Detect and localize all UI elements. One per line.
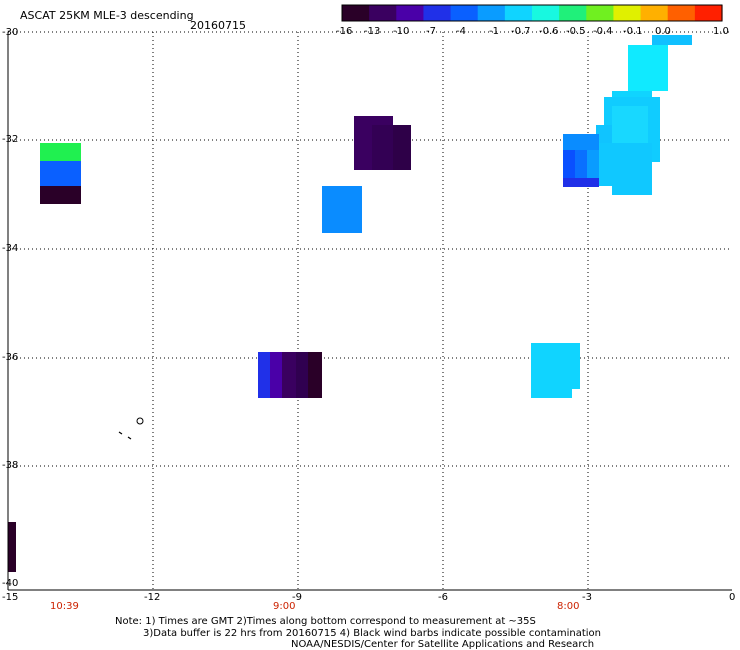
pass-time: 9:00 xyxy=(273,601,296,612)
data-cell xyxy=(575,150,587,178)
lon-label: -6 xyxy=(438,592,448,603)
data-cell xyxy=(40,186,81,204)
lat-label: -40 xyxy=(2,578,19,589)
colorbar-label: -1 xyxy=(489,26,499,37)
data-cell xyxy=(612,186,652,195)
data-cell xyxy=(599,143,652,186)
data-cell xyxy=(563,178,599,187)
colorbar-swatch xyxy=(369,5,397,21)
lat-label: -36 xyxy=(2,352,19,363)
colorbar-swatch xyxy=(613,5,642,21)
lat-label: -30 xyxy=(2,27,19,38)
colorbar-swatch xyxy=(667,5,696,21)
lat-label: -38 xyxy=(2,460,19,471)
pass-time: 10:39 xyxy=(50,601,79,612)
data-cell xyxy=(596,125,614,145)
data-cell xyxy=(372,125,393,170)
colorbar-label: -7 xyxy=(426,26,436,37)
lon-label: -9 xyxy=(292,592,302,603)
coastline xyxy=(118,417,144,440)
data-cell xyxy=(40,161,81,186)
data-cell xyxy=(282,352,296,398)
pass-time: 8:00 xyxy=(557,601,580,612)
colorbar-swatch xyxy=(559,5,587,21)
lat-label: -34 xyxy=(2,243,19,254)
footer-note-line1: Note: 1) Times are GMT 2)Times along bot… xyxy=(115,616,536,627)
data-cell xyxy=(628,45,668,91)
colorbar-swatch xyxy=(640,5,669,21)
data-cell xyxy=(531,389,572,398)
data-cell xyxy=(270,352,282,398)
data-cell xyxy=(531,343,580,389)
data-cell xyxy=(563,150,575,178)
footer-note-line2: 3)Data buffer is 22 hrs from 20160715 4)… xyxy=(143,628,601,639)
data-cell xyxy=(296,352,308,398)
colorbar-swatch xyxy=(423,5,452,21)
colorbar-label: 0.0 xyxy=(655,26,671,37)
data-cell xyxy=(587,150,599,178)
colorbar-label: -0.5 xyxy=(566,26,586,37)
island-outline xyxy=(136,417,144,425)
colorbar-swatch xyxy=(694,5,723,21)
product-title: ASCAT 25KM MLE-3 descending xyxy=(20,9,194,22)
colorbar-swatch xyxy=(396,5,425,21)
data-cell xyxy=(393,125,411,170)
lon-label: -12 xyxy=(144,592,161,603)
data-cell xyxy=(322,186,362,233)
colorbar xyxy=(341,4,723,22)
data-cell xyxy=(308,352,322,398)
colorbar-swatch xyxy=(504,5,533,21)
lon-label: -3 xyxy=(582,592,592,603)
colorbar-label: -0.4 xyxy=(593,26,613,37)
product-date: 20160715 xyxy=(190,19,246,32)
colorbar-frame xyxy=(341,4,723,22)
data-cell xyxy=(8,522,16,572)
colorbar-swatch xyxy=(532,5,560,21)
data-cell xyxy=(563,134,599,150)
lon-label: 0 xyxy=(729,592,736,603)
footer-credit: NOAA/NESDIS/Center for Satellite Applica… xyxy=(291,639,595,650)
colorbar-label: -10 xyxy=(393,26,410,37)
data-cell xyxy=(652,35,692,45)
wind-map xyxy=(7,31,732,591)
lat-label: -32 xyxy=(2,134,19,145)
data-cell xyxy=(40,143,81,161)
colorbar-swatch xyxy=(342,5,370,21)
graticule xyxy=(8,32,732,590)
data-cells xyxy=(8,35,692,572)
lon-label: -15 xyxy=(2,592,19,603)
colorbar-swatch xyxy=(586,5,615,21)
data-cell xyxy=(258,352,270,398)
colorbar-swatch xyxy=(477,5,506,21)
colorbar-swatch xyxy=(450,5,479,21)
island-outline xyxy=(118,431,132,440)
